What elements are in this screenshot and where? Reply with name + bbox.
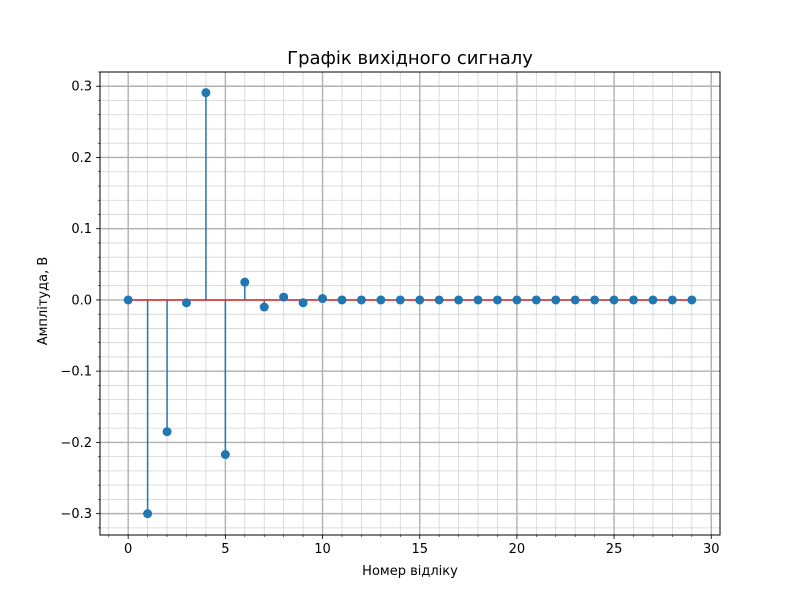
x-tick-label: 5	[221, 542, 229, 557]
plot-frame	[99, 71, 721, 536]
stem-marker	[318, 294, 328, 304]
stem-marker	[648, 295, 658, 305]
stem-marker	[492, 295, 502, 305]
stem-marker	[356, 295, 366, 305]
x-tick-label: 10	[314, 542, 331, 557]
y-tick-label: −0.2	[60, 436, 92, 451]
y-tick-label: 0.3	[71, 80, 92, 95]
y-tick-label: −0.1	[60, 365, 92, 380]
stem-marker	[473, 295, 483, 305]
stem-marker	[162, 427, 172, 437]
stem-markers	[123, 88, 697, 519]
stem-marker	[143, 509, 153, 519]
stem-marker	[570, 295, 580, 305]
stem-marker	[551, 295, 561, 305]
x-tick-label: 25	[606, 542, 623, 557]
stem-marker	[434, 295, 444, 305]
stem-marker	[240, 277, 250, 287]
stem-marker	[609, 295, 619, 305]
stem-marker	[376, 295, 386, 305]
stem-marker	[395, 295, 405, 305]
x-tick-label: 30	[703, 542, 720, 557]
axis-ticks	[96, 71, 712, 539]
stem-marker	[181, 298, 191, 308]
stem-marker	[279, 292, 289, 302]
stem-marker	[667, 295, 677, 305]
y-tick-label: 0.1	[71, 222, 92, 237]
x-tick-label: 0	[124, 542, 132, 557]
stem-marker	[531, 295, 541, 305]
stem-marker	[298, 298, 308, 308]
y-tick-labels: −0.3 −0.2 −0.1 0.0 0.1 0.2 0.3	[60, 80, 92, 522]
stem-marker	[123, 295, 133, 305]
stem-marker	[220, 450, 230, 460]
stem-marker	[259, 302, 269, 312]
stem-marker	[687, 295, 697, 305]
stem-marker	[629, 295, 639, 305]
y-axis-label: Амплітуда, В	[36, 257, 51, 346]
stem-marker	[337, 295, 347, 305]
stem-marker	[454, 295, 464, 305]
x-tick-label: 20	[509, 542, 526, 557]
stem-marker	[201, 88, 211, 98]
stem-marker	[590, 295, 600, 305]
y-tick-label: 0.2	[71, 151, 92, 166]
stem-marker	[415, 295, 425, 305]
y-tick-label: 0.0	[71, 293, 92, 308]
x-tick-label: 15	[411, 542, 428, 557]
y-tick-label: −0.3	[60, 507, 92, 522]
x-tick-labels: 0 5 10 15 20 25 30	[124, 542, 719, 557]
stem-lines	[146, 92, 324, 514]
chart-title: Графік вихідного сигналу	[287, 48, 533, 69]
x-axis-label: Номер відліку	[362, 564, 458, 579]
stem-marker	[512, 295, 522, 305]
